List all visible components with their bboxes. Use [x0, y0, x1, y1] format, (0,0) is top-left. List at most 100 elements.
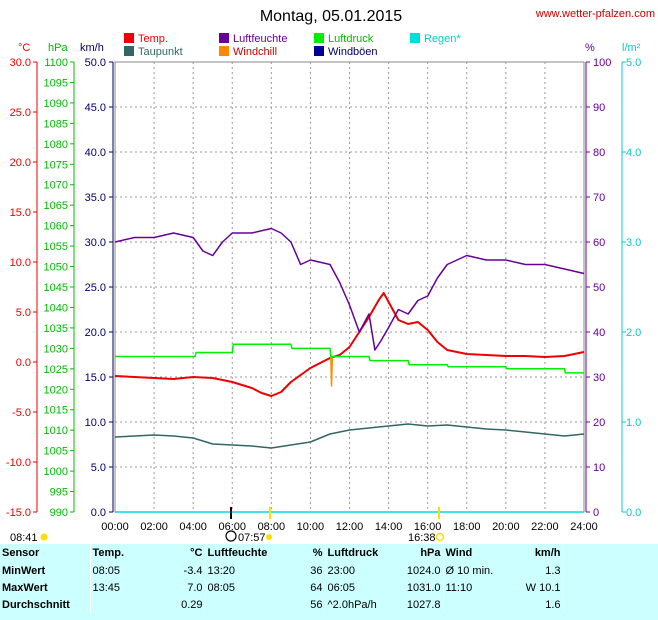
sun-icon [266, 534, 272, 540]
pressure-line [115, 343, 584, 374]
stats-hum-time: 08:05 [207, 581, 236, 594]
stats-empty-cell [563, 596, 658, 613]
stats-row-label: MaxWert [0, 579, 91, 596]
x-tick-label: 24:00 [570, 521, 598, 533]
stats-empty-cell [563, 544, 658, 562]
humidity-tick-label: 30 [593, 372, 605, 384]
stats-empty-cell [563, 562, 658, 579]
stats-row-avg: Durchschnitt 0.29 56 ^2.0hPa/h 1027.8 1.… [0, 596, 658, 613]
stats-hum-time: 13:20 [207, 564, 236, 577]
wind-tick-label: 30.0 [85, 237, 106, 249]
weather-chart: Montag, 05.01.2015 www.wetter-pfalzen.co… [6, 8, 655, 544]
rain-tick-label: 0.0 [626, 507, 641, 519]
sunset-sun-icon [435, 532, 445, 542]
legend-swatch-temp [124, 33, 134, 43]
stats-header-sensor: Sensor [0, 544, 91, 562]
stats-header-hum: Luftfeuchte [207, 547, 268, 559]
stats-header-wind-unit: km/h [513, 544, 564, 562]
stats-empty-cell [563, 579, 658, 596]
legend-label-pressure: Luftdruck [328, 33, 374, 45]
x-tick-label: 10:00 [297, 521, 325, 533]
stats-temp-value: -3.4 [150, 562, 206, 579]
stats-press-value: 1024.0 [395, 562, 444, 579]
site-url[interactable]: www.wetter-pfalzen.com [535, 8, 655, 20]
legend-swatch-gusts [314, 46, 324, 56]
pressure-axis-unit: hPa [48, 42, 68, 54]
wind-tick-label: 50.0 [85, 57, 106, 69]
stats-wind-time: 11:10 [445, 581, 473, 594]
pressure-tick-label: 990 [50, 507, 68, 519]
stats-hum-value: 36 [285, 562, 326, 579]
temp-tick-label: -5.0 [12, 407, 31, 419]
wind-tick-label: 45.0 [85, 102, 106, 114]
pressure-tick-label: 1095 [44, 77, 68, 89]
rain-tick-label: 3.0 [626, 237, 641, 249]
sunrise-time: 08:41 [10, 532, 38, 544]
stats-temp-time [90, 596, 150, 613]
temp-tick-label: -10.0 [6, 457, 31, 469]
humidity-line [114, 227, 585, 351]
x-tick-label: 14:00 [375, 521, 403, 533]
pressure-tick-label: 1080 [44, 139, 68, 151]
humidity-axis-unit: % [585, 42, 595, 54]
legend-label-dewpoint: Taupunkt [138, 46, 183, 58]
temp-tick-label: 15.0 [10, 207, 31, 219]
x-tick-label: 02:00 [140, 521, 168, 533]
pressure-tick-label: 1025 [44, 364, 68, 376]
pressure-tick-label: 1055 [44, 241, 68, 253]
pressure-tick-label: 1020 [44, 384, 68, 396]
pressure-tick-label: 995 [50, 487, 68, 499]
rain-tick-label: 1.0 [626, 417, 641, 429]
stats-row-min: MinWert 08:05 -3.4 13:20 36 23:00 1024.0… [0, 562, 658, 579]
rain-tick-label: 4.0 [626, 147, 641, 159]
legend-swatch-humidity [219, 33, 229, 43]
x-tick-label: 06:00 [218, 521, 246, 533]
pressure-tick-label: 1085 [44, 118, 68, 130]
stats-wind-value: 1.6 [513, 596, 564, 613]
wind-tick-label: 20.0 [85, 327, 106, 339]
stats-press-value: 1027.8 [395, 596, 444, 613]
humidity-tick-label: 60 [593, 237, 605, 249]
pressure-tick-label: 1015 [44, 405, 68, 417]
wind-axis-unit: km/h [80, 42, 104, 54]
stats-hum-time [205, 596, 285, 613]
stats-temp-value: 0.29 [150, 596, 206, 613]
x-tick-label: 18:00 [453, 521, 481, 533]
wind-tick-label: 15.0 [85, 372, 106, 384]
pressure-tick-label: 1070 [44, 180, 68, 192]
stats-wind-value: W 10.1 [513, 579, 564, 596]
stats-header-press-unit: hPa [395, 544, 444, 562]
humidity-tick-label: 10 [593, 462, 605, 474]
stats-header-temp: Temp. [92, 547, 125, 559]
legend-swatch-rain [410, 33, 420, 43]
pressure-tick-label: 1100 [44, 57, 68, 69]
wind-tick-label: 10.0 [85, 417, 106, 429]
pressure-tick-label: 1050 [44, 262, 68, 274]
pressure-tick-label: 1035 [44, 323, 68, 335]
stats-row-label: MinWert [0, 562, 91, 579]
stats-temp-time: 08:05 [92, 564, 121, 577]
stats-wind-time [443, 596, 513, 613]
legend-swatch-dewpoint [124, 46, 134, 56]
sunset-time: 16:38 [408, 532, 436, 544]
humidity-tick-label: 80 [593, 147, 605, 159]
stats-row-max: MaxWert 13:45 7.0 08:05 64 06:05 1031.0 … [0, 579, 658, 596]
x-tick-label: 04:00 [179, 521, 207, 533]
rain-tick-label: 2.0 [626, 327, 641, 339]
pressure-tick-label: 1090 [44, 98, 68, 110]
pressure-tick-label: 1045 [44, 282, 68, 294]
stats-temp-time: 13:45 [92, 581, 121, 594]
stats-header-wind: Wind [445, 547, 473, 559]
pressure-tick-label: 1000 [44, 466, 68, 478]
stats-press-time: ^2.0hPa/h [327, 598, 377, 611]
chart-title: Montag, 05.01.2015 [260, 8, 402, 25]
wind-tick-label: 0.0 [91, 507, 106, 519]
temp-tick-label: 10.0 [10, 257, 31, 269]
temp-tick-label: 30.0 [10, 57, 31, 69]
x-tick-label: 20:00 [492, 521, 520, 533]
stats-wind-time: Ø 10 min. [445, 564, 494, 577]
temp-tick-label: 20.0 [10, 157, 31, 169]
stats-row-label: Durchschnitt [0, 596, 91, 613]
pressure-tick-label: 1010 [44, 425, 68, 437]
legend-swatch-pressure [314, 33, 324, 43]
